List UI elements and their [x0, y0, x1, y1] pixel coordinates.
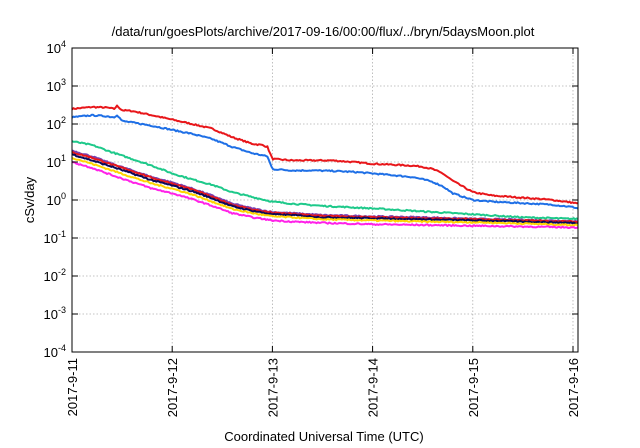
- y-tick-exponent: 2: [61, 115, 66, 125]
- series-line-6: [71, 153, 579, 225]
- y-tick-base: 10: [47, 79, 61, 94]
- x-tick-label: 2017-9-15: [466, 358, 481, 417]
- y-tick-exponent: 3: [61, 77, 66, 87]
- y-tick-label: 10-3: [44, 305, 66, 322]
- y-tick-label: 103: [47, 77, 66, 94]
- series-line-8: [71, 161, 579, 229]
- x-tick-label: 2017-9-14: [366, 358, 381, 417]
- x-tick-label: 2017-9-12: [165, 358, 180, 417]
- y-tick-exponent: -3: [58, 305, 66, 315]
- series-line-2: [71, 113, 579, 210]
- x-axis-label: Coordinated Universal Time (UTC): [224, 429, 423, 444]
- x-tick-label: 2017-9-16: [566, 358, 581, 417]
- x-tick-label: 2017-9-13: [265, 358, 280, 417]
- y-tick-exponent: 0: [61, 191, 66, 201]
- y-tick-base: 10: [47, 193, 61, 208]
- y-tick-exponent: -1: [58, 229, 66, 239]
- x-axis-ticks: 2017-9-11 2017-9-12 2017-9-13 2017-9-14 2017…: [65, 48, 581, 417]
- y-tick-label: 10-1: [44, 229, 66, 246]
- y-tick-base: 10: [44, 307, 58, 322]
- y-tick-label: 10-4: [44, 343, 66, 360]
- series-line-3: [71, 140, 579, 221]
- y-tick-base: 10: [44, 231, 58, 246]
- series-line-1: [71, 104, 579, 205]
- y-tick-base: 10: [47, 117, 61, 132]
- grid-lines: [72, 48, 578, 352]
- series-line-7: [71, 157, 579, 227]
- y-tick-label: 100: [47, 191, 66, 208]
- y-tick-base: 10: [44, 345, 58, 360]
- y-tick-label: 101: [47, 153, 66, 170]
- y-tick-exponent: -2: [58, 267, 66, 277]
- y-tick-base: 10: [44, 269, 58, 284]
- series-line-5: [71, 151, 578, 224]
- chart-title: /data/run/goesPlots/archive/2017-09-16/0…: [112, 24, 535, 39]
- y-axis-label: cSv/day: [22, 176, 37, 223]
- y-tick-exponent: 4: [61, 39, 66, 49]
- y-tick-label: 104: [47, 39, 66, 56]
- x-tick-label: 2017-9-11: [65, 358, 80, 416]
- y-tick-label: 10-2: [44, 267, 66, 284]
- y-tick-exponent: -4: [58, 343, 66, 353]
- y-tick-label: 102: [47, 115, 66, 132]
- y-tick-base: 10: [47, 41, 61, 56]
- y-tick-exponent: 1: [61, 153, 66, 163]
- data-series: [71, 104, 579, 229]
- y-tick-base: 10: [47, 155, 61, 170]
